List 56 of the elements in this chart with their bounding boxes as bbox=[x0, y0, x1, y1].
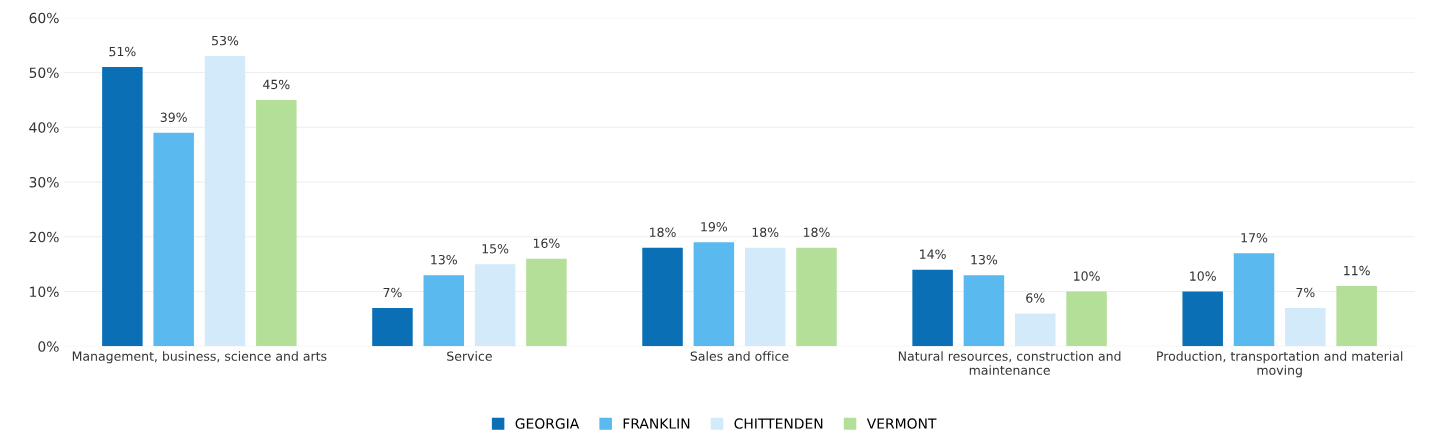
bar bbox=[1233, 253, 1275, 347]
bar bbox=[1285, 307, 1326, 347]
y-tick-label: 50% bbox=[29, 67, 59, 78]
bar bbox=[423, 275, 465, 347]
bar bbox=[1066, 291, 1107, 347]
bar bbox=[1182, 291, 1223, 347]
x-tick-label: Management, business, science and arts bbox=[72, 351, 327, 364]
bar bbox=[1336, 286, 1377, 347]
data-label: 14% bbox=[920, 249, 946, 259]
data-label: 45% bbox=[263, 79, 290, 90]
data-label: 51% bbox=[109, 46, 136, 57]
bar bbox=[372, 307, 413, 347]
bar bbox=[642, 247, 683, 347]
x-tick-label: Production, transportation and material moving bbox=[1157, 351, 1403, 378]
data-label: 53% bbox=[212, 35, 239, 46]
data-label: 19% bbox=[701, 222, 728, 232]
data-label: 39% bbox=[160, 112, 187, 122]
data-label: 16% bbox=[533, 238, 560, 248]
x-tick-label: Natural resources, construction and maintenance bbox=[898, 351, 1121, 375]
y-tick-label: 60% bbox=[29, 12, 59, 24]
y-tick-label: 30% bbox=[29, 177, 59, 188]
bar bbox=[796, 247, 837, 347]
data-label: 11% bbox=[1344, 265, 1370, 276]
legend-label: GEORGIA bbox=[515, 418, 580, 429]
bar bbox=[474, 264, 516, 347]
data-label: 18% bbox=[650, 227, 676, 237]
data-label: 13% bbox=[971, 254, 998, 265]
bar bbox=[526, 258, 567, 347]
data-label: 7% bbox=[1296, 287, 1315, 298]
bar bbox=[102, 67, 143, 347]
bar bbox=[963, 275, 1005, 347]
data-label: 13% bbox=[431, 254, 457, 265]
data-label: 17% bbox=[1241, 233, 1268, 243]
data-label: 15% bbox=[482, 243, 509, 254]
x-tick-label: Service bbox=[447, 351, 492, 361]
y-tick-label: 20% bbox=[29, 231, 59, 243]
data-label: 18% bbox=[803, 227, 830, 237]
x-tick-label: Sales and office bbox=[690, 351, 789, 361]
legend-label: FRANKLIN bbox=[623, 418, 690, 429]
data-label: 18% bbox=[752, 227, 779, 237]
legend-label: VERMONT bbox=[866, 418, 937, 429]
bar bbox=[744, 247, 786, 347]
data-label: 6% bbox=[1026, 293, 1045, 303]
y-tick-label: 10% bbox=[30, 286, 59, 298]
bar bbox=[1014, 313, 1056, 347]
y-tick-label: 40% bbox=[29, 122, 59, 133]
bar bbox=[912, 269, 953, 347]
data-label: 10% bbox=[1190, 271, 1216, 281]
data-label: 10% bbox=[1074, 271, 1100, 281]
data-label: 7% bbox=[383, 287, 402, 298]
legend-label: CHITTENDEN bbox=[734, 418, 823, 429]
bar bbox=[204, 56, 246, 347]
bar bbox=[153, 132, 194, 347]
bar bbox=[693, 242, 735, 347]
y-tick-label: 0% bbox=[38, 341, 59, 352]
bar bbox=[256, 99, 297, 347]
